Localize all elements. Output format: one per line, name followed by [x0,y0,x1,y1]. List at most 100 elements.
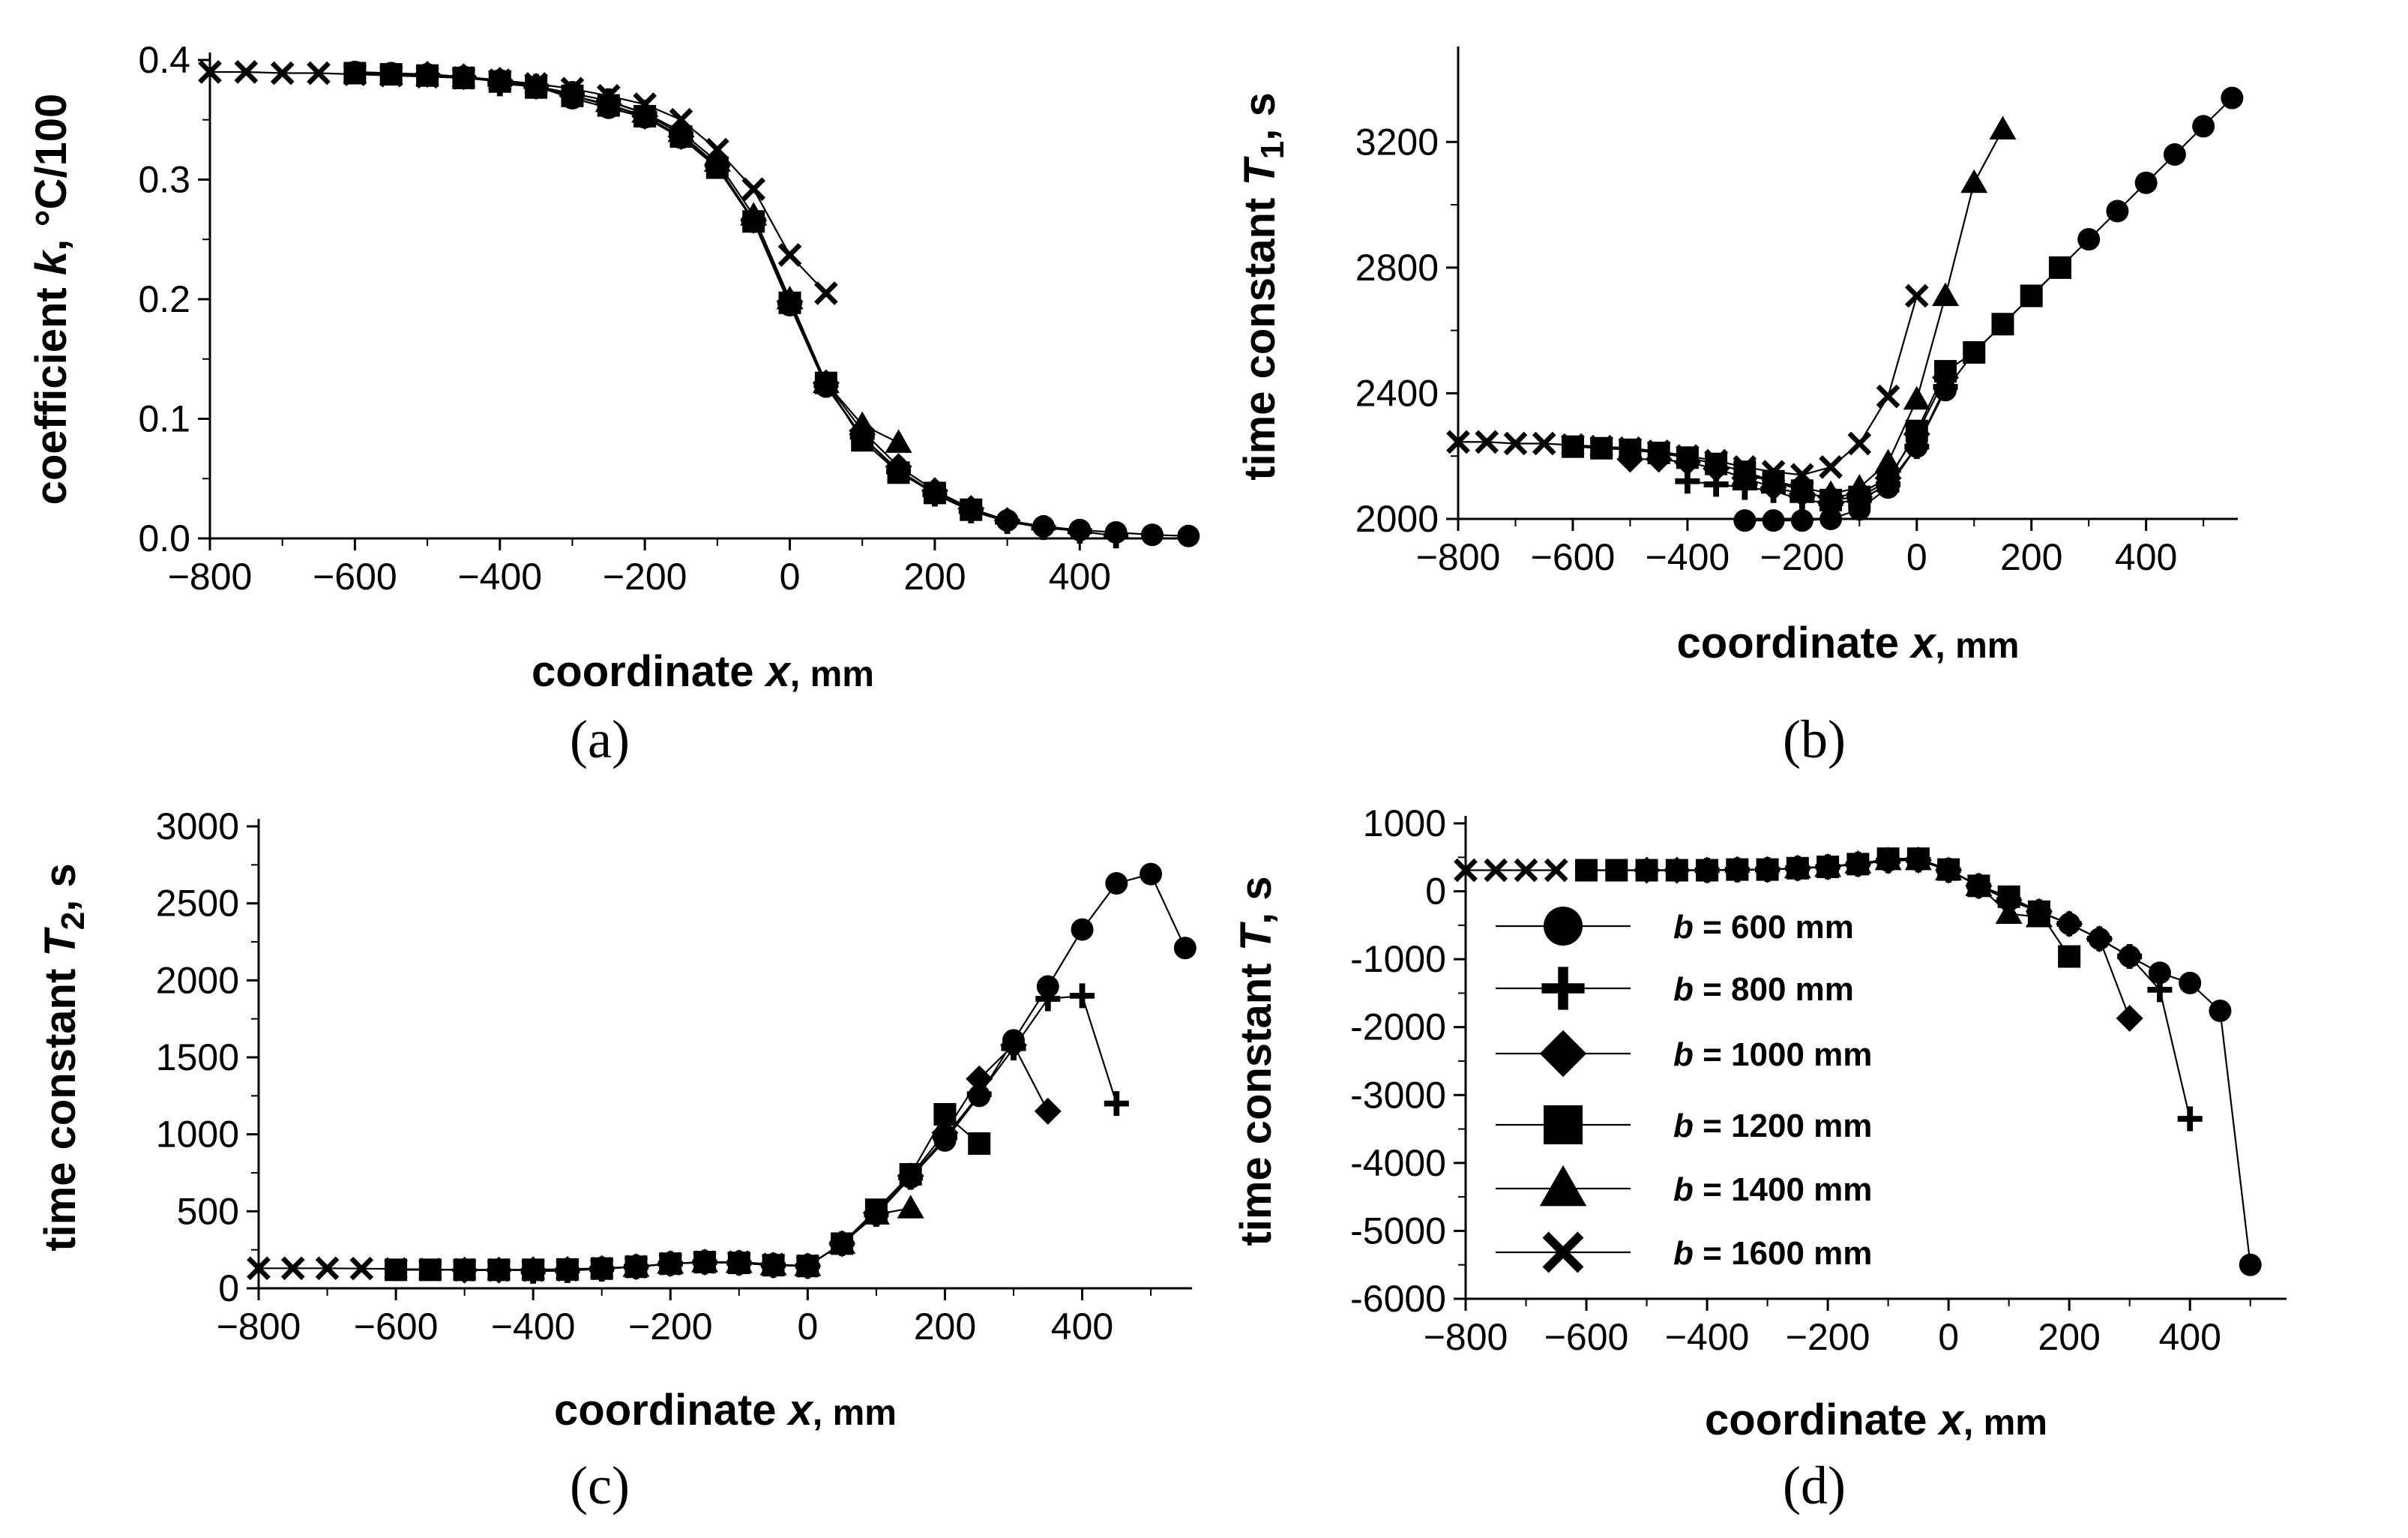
data-point [741,177,766,202]
x-tick-label: 200 [2000,536,2062,578]
data-point [828,1230,856,1254]
data-point [2116,1004,2143,1032]
data-point [1731,461,1759,485]
data-point [524,72,548,96]
y-tick-label: 2000 [156,959,239,1001]
legend-label-value: = 1200 mm [1694,1108,1873,1144]
legend-label: b = 1200 mm [1673,1108,1872,1144]
data-point [1905,419,1928,442]
data-point [1071,918,1094,941]
data-point [1503,431,1528,456]
x-axis-title: coordinate x, mm [1705,1396,2047,1444]
data-point [2148,961,2171,985]
data-point [1844,850,1872,874]
y-tick-label: 1000 [156,1114,239,1156]
x-axis-title: coordinate x, mm [554,1386,897,1435]
panel-a: −800 −600 −400 −200 0 200 400 0.0 0.1 0.2 0.3 0.4 co… [27,39,1200,769]
data-point [2020,284,2043,307]
data-point [1819,455,1843,479]
legend-label-var: b [1673,909,1694,946]
data-point [726,1250,751,1274]
y-axis-title-unit: , s [36,863,85,912]
y-tick-label: -4000 [1350,1142,1446,1184]
data-point [1704,448,1728,473]
legend-marker [1544,907,1583,946]
series-line [210,70,827,294]
series-diamond [414,61,1021,535]
data-point [705,137,729,162]
legend-label-var: b [1673,971,1694,1008]
data-point [761,1252,786,1277]
data-point [1904,846,1932,871]
x-tick-label: 200 [914,1306,976,1348]
y-tick-label: 0.4 [138,39,190,81]
series-line [533,994,1118,1273]
series-line [396,873,1186,1271]
data-point [349,1256,374,1281]
data-point [2086,925,2113,952]
y-axis-title-unit: , s [1232,876,1280,925]
data-point [1760,467,1787,492]
x-tick-label: −200 [1760,536,1845,578]
data-point [667,118,695,142]
y-tick-label: 2500 [156,883,239,925]
series-plus [487,71,1129,549]
y-tick-label: 0 [218,1267,239,1309]
series-x [247,1250,820,1282]
legend-item-b1400: b = 1400 mm [1496,1165,1872,1208]
series-line [499,82,1116,537]
panel-d: −800 −600 −400 −200 0 200 400 -6000 -5000 -4000 -3… [1232,802,2287,1516]
legend-marker [1544,1105,1583,1144]
data-point [451,66,476,90]
y-tick-label: 0.1 [138,398,190,440]
panel-label: (a) [570,709,630,769]
y-axis-title-var: T [1235,156,1284,186]
x-tick-label: −600 [1531,536,1616,578]
data-point [521,1258,546,1282]
y-axis-title-unit: , s [1235,92,1284,141]
x-axis-title-pre: coordinate [532,647,766,696]
series-line [355,72,972,511]
y-tick-label: 0 [1425,871,1446,913]
series-line [427,73,1008,522]
y-axis-title-var: k [27,249,76,275]
legend-label-var: b [1673,1235,1694,1272]
data-point [415,64,439,89]
data-point [1034,1097,1062,1125]
x-tick-label: −800 [1416,536,1501,578]
y-tick-label: 3000 [156,805,239,847]
series-triangle [1731,115,2017,504]
series-circle [385,862,1197,1282]
x-tick-label: −200 [628,1306,713,1348]
series-line [1745,97,2233,522]
data-point [1963,340,1986,364]
x-tick-label: −600 [313,556,397,598]
data-point [658,1252,683,1276]
data-point [1817,480,1845,504]
data-point [1173,937,1197,960]
y-axis-title-pre: time constant [36,957,85,1252]
series-line [1745,128,2004,495]
data-point [487,1258,511,1282]
data-point [631,99,659,123]
data-point [776,286,804,310]
legend-label-var: b [1673,1036,1694,1073]
data-point [862,1201,890,1225]
y-tick-label: -2000 [1350,1006,1446,1048]
data-point [1788,474,1816,498]
x-tick-label: −600 [1544,1316,1629,1358]
data-point [1784,854,1811,879]
data-point [487,68,512,92]
legend-marker [1539,1165,1587,1207]
y-tick-label: 500 [177,1190,239,1232]
y-tick-label: 1000 [1363,802,1446,844]
data-point [1903,385,1930,410]
legend-label: b = 600 mm [1673,909,1854,946]
series-square [385,1102,991,1282]
series-line [1572,267,2061,502]
y-axis-title: time constant T2, s [36,863,91,1252]
data-point [2209,999,2232,1022]
x-tick-label: −800 [217,1306,301,1348]
data-point [899,1163,922,1186]
